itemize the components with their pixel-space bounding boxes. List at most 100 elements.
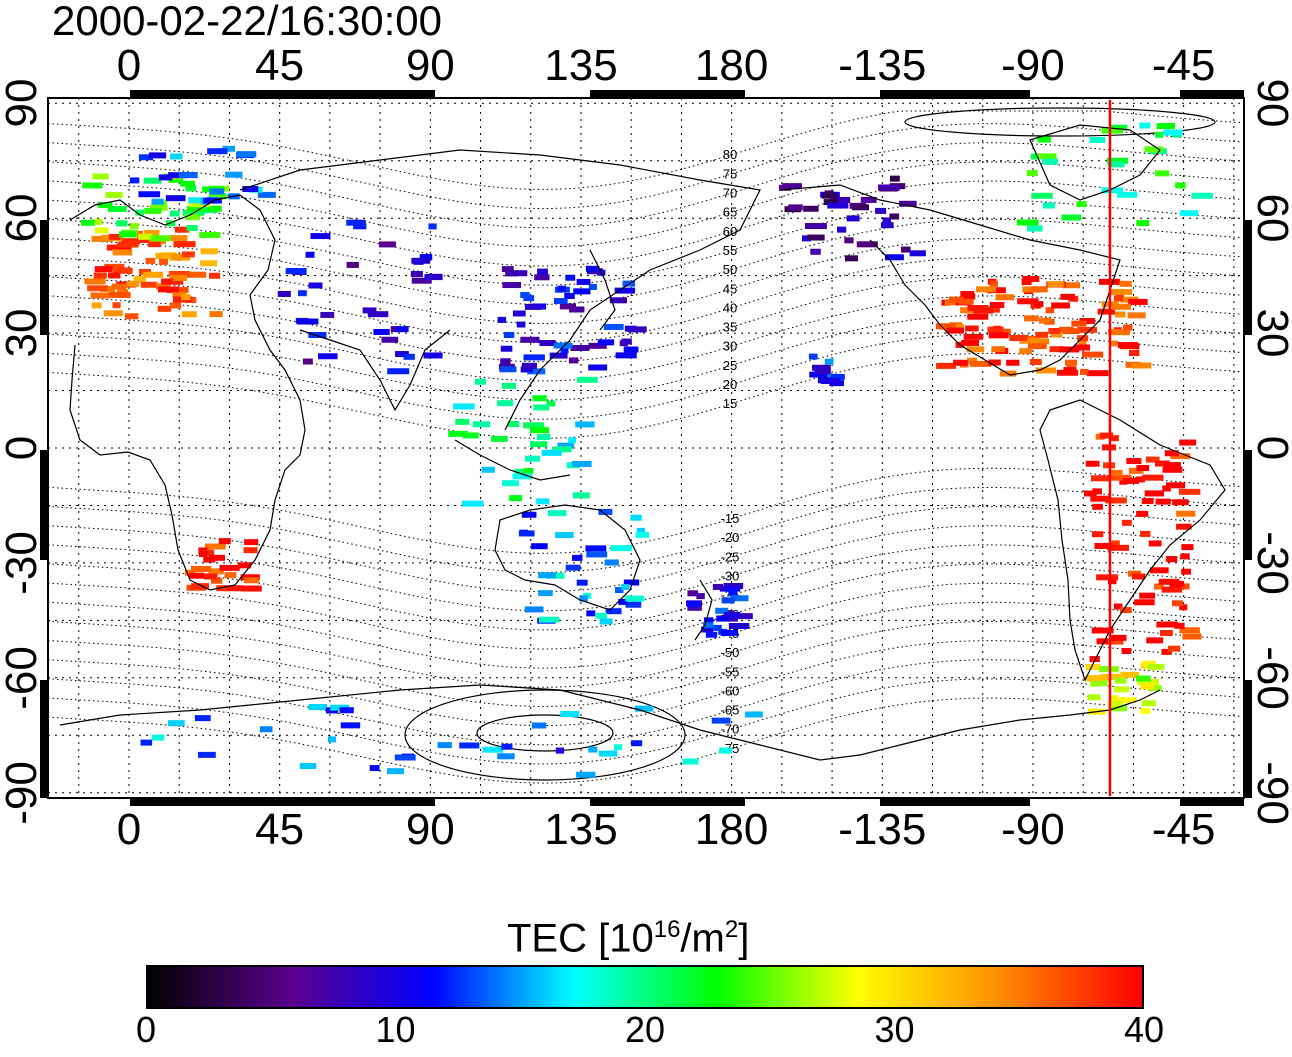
contour-line bbox=[48, 142, 1241, 229]
tec-cell-north-atlantic-europe bbox=[135, 209, 145, 216]
tec-cell-south-america bbox=[1131, 573, 1146, 580]
tec-cell-south-africa bbox=[243, 577, 260, 584]
tec-cell-europe bbox=[169, 274, 187, 281]
tec-cell-north-atlantic-europe bbox=[186, 205, 207, 212]
lat-tick-left-0: 90 bbox=[0, 78, 46, 128]
tec-cell-southeast-asia bbox=[472, 421, 491, 428]
tec-cell-central-asia bbox=[411, 277, 432, 284]
contour-label-south-7: -50 bbox=[721, 645, 740, 660]
contour-line bbox=[48, 582, 1241, 669]
tec-cell-patagonia bbox=[1120, 671, 1140, 678]
contour-label-south-3: -30 bbox=[721, 569, 740, 584]
tec-cell-south-africa bbox=[219, 564, 240, 571]
tec-cell-canada-north bbox=[1155, 170, 1170, 177]
tec-cell-south-america bbox=[1107, 578, 1117, 585]
lon-tick-bottom-2: 90 bbox=[405, 805, 455, 854]
map-timestamp: 2000-02-22/16:30:00 bbox=[52, 0, 442, 44]
tec-cell-antarctica bbox=[634, 705, 654, 712]
tec-cell-alaska bbox=[782, 183, 802, 190]
tec-cell-canada-north bbox=[1155, 131, 1164, 138]
contour-line bbox=[48, 640, 1241, 727]
tec-cell-south-america bbox=[1096, 574, 1119, 581]
colorbar-tick-3: 30 bbox=[874, 1009, 915, 1050]
tec-cell-canada-north bbox=[1016, 219, 1039, 226]
tec-cell-central-asia bbox=[362, 307, 377, 314]
tec-cell-north-america bbox=[1113, 295, 1124, 302]
tec-cell-australia bbox=[555, 532, 574, 539]
tec-cell-new-zealand bbox=[716, 615, 730, 622]
tec-cell-north-america bbox=[1066, 361, 1077, 368]
tec-cell-north-atlantic-europe bbox=[138, 233, 153, 240]
tec-cell-scandinavia bbox=[209, 188, 225, 195]
tec-cell-australia bbox=[586, 551, 608, 558]
tec-cell-north-america bbox=[1063, 328, 1080, 335]
tec-cell-europe bbox=[137, 237, 150, 244]
contour-label-south-8: -55 bbox=[721, 664, 740, 679]
tec-cell-europe bbox=[103, 310, 123, 317]
tec-cell-new-zealand bbox=[728, 623, 750, 630]
tec-cell-southeast-asia bbox=[461, 500, 484, 507]
tec-cell-alaska bbox=[884, 254, 904, 261]
tec-cell-canada-north bbox=[1030, 153, 1042, 160]
tec-cell-north-america bbox=[1059, 346, 1080, 353]
tec-cell-scandinavia bbox=[158, 174, 173, 181]
tec-cell-new-zealand bbox=[713, 624, 722, 631]
tec-cell-south-america bbox=[1146, 637, 1164, 644]
lat-tick-left-2: 30 bbox=[0, 308, 46, 358]
tec-cell-southeast-asia bbox=[525, 455, 541, 462]
tec-cell-alaska bbox=[882, 217, 892, 224]
tec-cell-central-asia bbox=[381, 336, 399, 343]
tec-cell-australia bbox=[579, 595, 588, 602]
tec-cell-north-atlantic-europe bbox=[185, 185, 197, 192]
tec-cell-scandinavia bbox=[209, 197, 222, 204]
tec-cell-south-america bbox=[1158, 578, 1180, 585]
contour-line bbox=[48, 697, 1241, 784]
tec-cell-south-america bbox=[1109, 435, 1119, 442]
tec-cell-antarctica bbox=[744, 711, 763, 718]
contour-label-north-0: 80 bbox=[723, 147, 737, 162]
tec-cell-south-america bbox=[1172, 499, 1189, 506]
tec-cell-alaska bbox=[807, 234, 825, 241]
tec-cell-north-atlantic-europe bbox=[199, 232, 221, 239]
tec-cell-australia bbox=[547, 510, 567, 517]
tec-cell-europe bbox=[90, 292, 110, 299]
tec-cell-north-america bbox=[1027, 343, 1047, 350]
contour-line bbox=[48, 678, 1241, 765]
tec-cell-north-america bbox=[1062, 282, 1081, 289]
tec-cell-europe bbox=[91, 302, 102, 309]
tec-cell-east-asia bbox=[502, 282, 521, 289]
tec-cell-south-america bbox=[1166, 482, 1186, 489]
tec-cell-canada-north bbox=[1037, 153, 1057, 160]
tec-cell-east-asia bbox=[553, 298, 568, 305]
lon-tick-top-1: 45 bbox=[255, 41, 305, 90]
tec-cell-north-america bbox=[1049, 346, 1063, 353]
tec-cell-north-america bbox=[976, 286, 996, 293]
tec-cell-canada-north bbox=[1139, 122, 1151, 129]
tec-cell-south-america bbox=[1159, 629, 1173, 636]
tec-cell-southeast-asia bbox=[557, 442, 574, 449]
tec-cell-antarctica bbox=[501, 743, 513, 750]
map-frame-bars bbox=[40, 90, 1252, 806]
tec-cell-south-america bbox=[1094, 542, 1113, 549]
contour-line bbox=[48, 180, 1241, 267]
contour-line bbox=[48, 257, 1241, 344]
coast-antarctica bbox=[59, 684, 1161, 761]
tec-cell-north-america bbox=[1006, 359, 1020, 366]
tec-cell-canada-north bbox=[1037, 136, 1051, 143]
tec-cell-southeast-asia bbox=[455, 418, 470, 425]
tec-cell-scandinavia bbox=[222, 145, 235, 152]
tec-cell-north-america bbox=[1056, 369, 1079, 376]
tec-cell-south-africa bbox=[223, 585, 244, 592]
tec-cell-east-asia bbox=[569, 306, 585, 313]
tec-cell-south-america bbox=[1180, 553, 1190, 560]
tec-cell-south-america bbox=[1090, 495, 1111, 502]
tec-cell-east-asia bbox=[603, 323, 624, 330]
tec-cell-australia bbox=[636, 527, 645, 534]
tec-cell-south-america bbox=[1181, 568, 1191, 575]
tec-cell-east-asia bbox=[621, 338, 632, 345]
tec-cell-canada-north bbox=[1136, 220, 1150, 227]
tec-cell-antarctica bbox=[560, 711, 580, 718]
lon-tick-bottom-1: 45 bbox=[255, 805, 305, 854]
tec-cell-scandinavia bbox=[138, 154, 154, 161]
tec-cell-north-america bbox=[953, 359, 968, 366]
